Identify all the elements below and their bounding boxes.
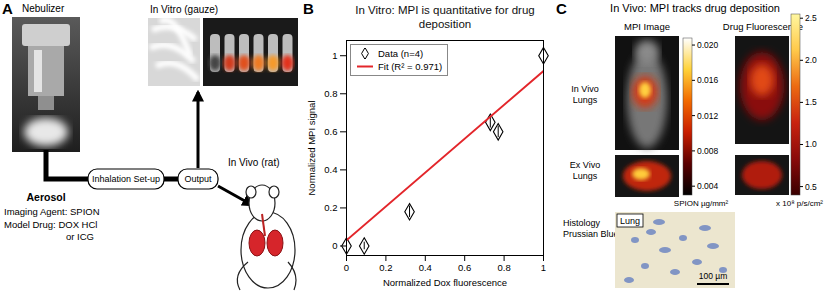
svg-text:or ICG: or ICG bbox=[66, 231, 94, 242]
svg-text:0.012: 0.012 bbox=[697, 111, 719, 121]
svg-text:0.008: 0.008 bbox=[697, 146, 719, 156]
svg-text:0.8: 0.8 bbox=[497, 262, 510, 273]
svg-text:Aerosol: Aerosol bbox=[26, 191, 65, 203]
svg-text:0.020: 0.020 bbox=[697, 40, 719, 50]
html-text:Fit (R² = 0.971): Fit (R² = 0.971) bbox=[378, 61, 443, 72]
svg-text:Normalized Dox fluorescence: Normalized Dox fluorescence bbox=[383, 277, 507, 288]
svg-text:0.016: 0.016 bbox=[697, 75, 719, 85]
svg-text:0.8: 0.8 bbox=[324, 88, 337, 99]
svg-text:Lungs: Lungs bbox=[573, 95, 598, 105]
svg-text:Ex Vivo: Ex Vivo bbox=[570, 160, 600, 170]
svg-text:0: 0 bbox=[332, 240, 337, 251]
svg-text:0.2: 0.2 bbox=[324, 202, 337, 213]
svg-text:Histology: Histology bbox=[563, 218, 601, 228]
svg-text:Inhalation Set-up: Inhalation Set-up bbox=[92, 174, 160, 184]
svg-text:0.6: 0.6 bbox=[458, 262, 471, 273]
svg-text:Drug Fluorescence: Drug Fluorescence bbox=[722, 21, 804, 32]
svg-text:A: A bbox=[2, 0, 13, 17]
svg-text:x 10⁸ p/s/cm²: x 10⁸ p/s/cm² bbox=[776, 199, 823, 208]
svg-text:0.2: 0.2 bbox=[379, 262, 392, 273]
svg-text:1.5: 1.5 bbox=[805, 97, 817, 107]
svg-text:In Vivo: MPI tracks drug depos: In Vivo: MPI tracks drug deposition bbox=[610, 2, 780, 14]
svg-text:100 µm: 100 µm bbox=[699, 271, 728, 281]
svg-text:Model Drug: DOX HCl: Model Drug: DOX HCl bbox=[4, 219, 97, 230]
svg-text:Lung: Lung bbox=[620, 216, 640, 226]
svg-text:In Vivo: In Vivo bbox=[571, 84, 598, 94]
svg-text:In Vivo (rat): In Vivo (rat) bbox=[228, 157, 280, 168]
svg-text:Lungs: Lungs bbox=[573, 171, 598, 181]
svg-text:C: C bbox=[556, 0, 567, 17]
svg-text:0.5: 0.5 bbox=[805, 182, 817, 192]
svg-text:1: 1 bbox=[332, 50, 337, 61]
svg-text:2.5: 2.5 bbox=[805, 13, 817, 23]
svg-text:0.4: 0.4 bbox=[324, 164, 337, 175]
svg-text:SPION µg/mm²: SPION µg/mm² bbox=[674, 199, 729, 208]
svg-text:Output: Output bbox=[184, 174, 212, 184]
svg-text:0: 0 bbox=[344, 262, 349, 273]
svg-text:Nebulizer: Nebulizer bbox=[22, 3, 65, 14]
svg-text:0.4: 0.4 bbox=[419, 262, 432, 273]
svg-text:1: 1 bbox=[541, 262, 546, 273]
svg-text:In Vitro (gauze): In Vitro (gauze) bbox=[150, 4, 218, 15]
svg-text:Imaging Agent: SPION: Imaging Agent: SPION bbox=[4, 206, 100, 217]
svg-text:Normalized MPI signal: Normalized MPI signal bbox=[306, 100, 317, 195]
svg-text:2.0: 2.0 bbox=[805, 55, 817, 65]
svg-text:1.0: 1.0 bbox=[805, 139, 817, 149]
svg-text:Prussian Blue: Prussian Blue bbox=[563, 229, 619, 239]
html-text:Data (n=4): Data (n=4) bbox=[378, 48, 424, 59]
svg-text:MPI Image: MPI Image bbox=[624, 21, 670, 32]
svg-text:0.004: 0.004 bbox=[697, 181, 719, 191]
html-text:In Vitro: MPI is quantitative: In Vitro: MPI is quantitative for drug d… bbox=[355, 4, 535, 30]
svg-text:0.6: 0.6 bbox=[324, 126, 337, 137]
html-text:B: B bbox=[303, 0, 314, 17]
